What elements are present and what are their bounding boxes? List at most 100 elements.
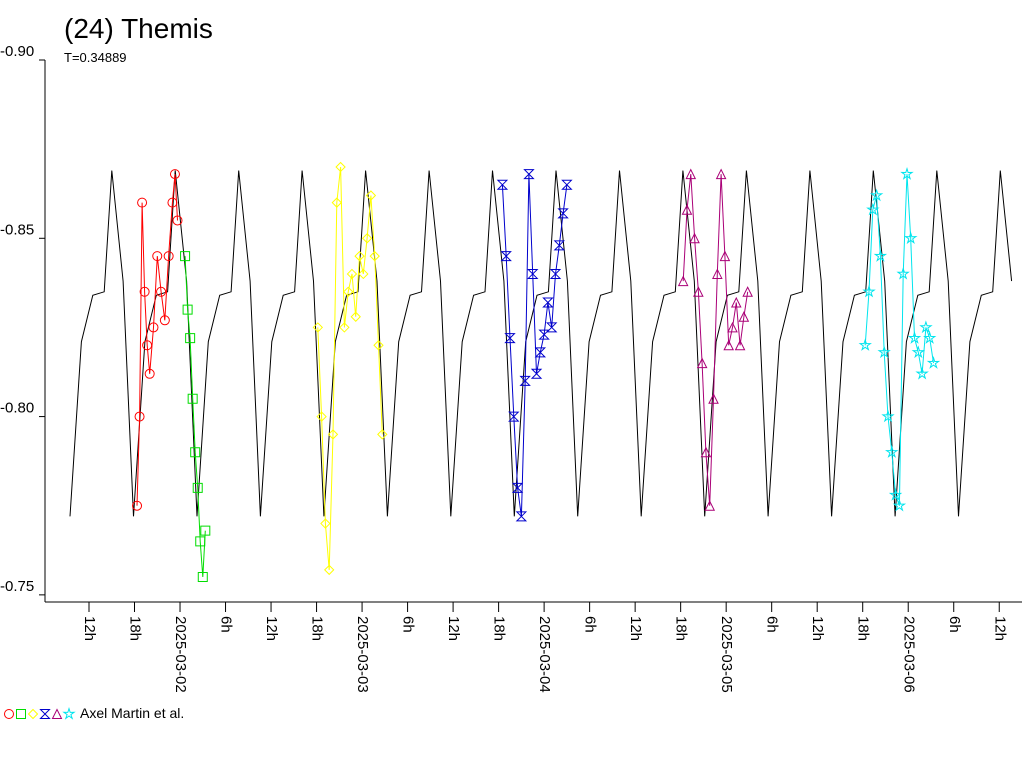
data-point xyxy=(926,356,941,369)
x-tick-label: 18h xyxy=(127,616,144,641)
data-point xyxy=(361,233,373,244)
data-point xyxy=(182,304,193,315)
data-point xyxy=(508,411,520,422)
data-point xyxy=(185,333,196,344)
legend-label: Axel Martin et al. xyxy=(80,705,184,721)
x-tick-label: 2025-03-06 xyxy=(900,616,917,693)
data-point xyxy=(134,411,145,422)
data-point xyxy=(885,445,899,458)
data-point xyxy=(139,286,150,297)
data-point xyxy=(738,311,750,322)
data-point xyxy=(869,188,884,202)
data-point xyxy=(708,393,719,404)
data-point xyxy=(704,500,716,511)
x-tick-label: 2025-03-05 xyxy=(718,616,735,693)
data-point xyxy=(320,518,331,529)
data-point xyxy=(689,232,700,244)
data-point xyxy=(888,487,903,501)
data-point xyxy=(700,446,712,458)
data-point xyxy=(715,168,727,180)
data-point xyxy=(316,411,327,422)
data-point xyxy=(900,166,914,180)
series-line xyxy=(136,174,178,506)
data-point xyxy=(156,286,167,297)
x-tick-label: 12h xyxy=(263,616,280,641)
data-point xyxy=(557,208,569,219)
data-point xyxy=(365,190,377,201)
data-point xyxy=(866,202,880,216)
data-point xyxy=(346,268,358,280)
data-point xyxy=(723,339,735,351)
data-point xyxy=(923,331,937,344)
chart-title: (24) Themis xyxy=(64,13,213,44)
x-tick-label: 12h xyxy=(991,616,1008,641)
legend-symbol xyxy=(27,708,39,720)
x-tick-label: 12h xyxy=(445,616,462,641)
x-tick-label: 6h xyxy=(582,616,599,633)
data-point xyxy=(159,315,170,326)
data-point xyxy=(180,251,191,262)
data-point xyxy=(148,322,159,333)
data-point xyxy=(163,251,174,262)
data-point xyxy=(192,482,203,493)
series-line xyxy=(864,174,934,506)
legend-symbol xyxy=(39,709,51,719)
data-point xyxy=(561,179,573,190)
y-tick-label: -0.85 xyxy=(0,221,34,238)
data-point xyxy=(542,297,554,308)
data-point xyxy=(172,215,183,226)
x-tick-label: 12h xyxy=(81,616,98,641)
data-point xyxy=(190,447,201,458)
data-point xyxy=(742,286,753,297)
data-point xyxy=(132,500,143,511)
data-point xyxy=(167,197,178,208)
x-tick-label: 18h xyxy=(855,616,872,641)
data-point xyxy=(339,322,350,333)
x-tick-label: 6h xyxy=(218,616,235,633)
data-point xyxy=(195,536,206,547)
x-tick-label: 2025-03-04 xyxy=(536,616,553,693)
data-point xyxy=(911,345,926,359)
data-point xyxy=(881,409,895,423)
chart-subtitle: T=0.34889 xyxy=(64,50,127,65)
data-point xyxy=(327,429,339,440)
data-point xyxy=(331,197,342,208)
legend-symbol xyxy=(4,709,14,719)
data-point xyxy=(545,322,558,333)
data-point xyxy=(919,320,933,334)
data-point xyxy=(530,368,543,379)
series-line xyxy=(682,174,749,506)
data-point xyxy=(523,169,535,180)
data-point xyxy=(681,204,693,215)
legend-symbol xyxy=(51,708,63,719)
data-point xyxy=(873,249,888,262)
data-point xyxy=(373,340,384,351)
x-tick-label: 18h xyxy=(673,616,690,641)
model-curve xyxy=(69,170,1013,517)
data-point xyxy=(511,482,524,493)
data-point xyxy=(685,168,697,180)
x-tick-label: 6h xyxy=(946,616,963,633)
data-point xyxy=(350,311,361,322)
data-point xyxy=(719,250,731,262)
y-tick-label: -0.80 xyxy=(0,400,34,417)
data-point xyxy=(197,572,208,583)
legend-symbol xyxy=(16,709,26,719)
data-point xyxy=(312,322,324,333)
data-point xyxy=(500,251,512,262)
data-point xyxy=(519,375,531,386)
data-point xyxy=(538,329,550,340)
data-point xyxy=(553,240,565,251)
data-point xyxy=(858,338,872,351)
data-point xyxy=(903,231,918,245)
data-point xyxy=(892,498,907,512)
data-point xyxy=(358,268,369,280)
data-point xyxy=(693,286,704,297)
data-point xyxy=(504,333,516,344)
data-point xyxy=(323,564,335,576)
data-point xyxy=(342,286,354,297)
data-point xyxy=(527,268,539,279)
x-tick-label: 18h xyxy=(309,616,326,641)
x-tick-label: 2025-03-03 xyxy=(354,616,371,693)
